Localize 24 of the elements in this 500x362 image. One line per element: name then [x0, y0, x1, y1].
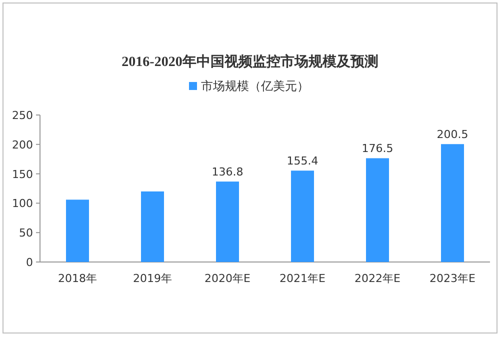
bar: [441, 144, 464, 262]
chart-title: 2016-2020年中国视频监控市场规模及预测: [122, 53, 378, 70]
x-tick-label: 2021年E: [280, 272, 326, 285]
bar: [216, 182, 239, 262]
y-tick-label: 200: [12, 138, 33, 152]
data-label: 176.5: [362, 142, 394, 156]
bar: [141, 191, 164, 262]
bar: [66, 200, 89, 262]
x-tick-label: 2018年: [58, 272, 97, 285]
x-tick-label: 2019年: [133, 272, 172, 285]
y-tick-label: 250: [12, 109, 33, 122]
x-tick-label: 2020年E: [204, 272, 251, 285]
y-tick-label: 50: [19, 226, 33, 240]
data-label: 155.4: [286, 154, 318, 168]
x-tick-label: 2023年E: [430, 272, 476, 285]
data-label: 136.8: [212, 166, 244, 179]
x-tick-label: 2022年E: [354, 272, 401, 285]
bar: [366, 158, 389, 262]
bar: [291, 170, 314, 262]
y-tick-label: 150: [12, 168, 33, 181]
y-tick-label: 0: [26, 256, 33, 269]
data-label: 200.5: [436, 128, 468, 142]
y-tick-label: 100: [12, 197, 33, 210]
legend-label: 市场规模（亿美元）: [201, 79, 309, 93]
